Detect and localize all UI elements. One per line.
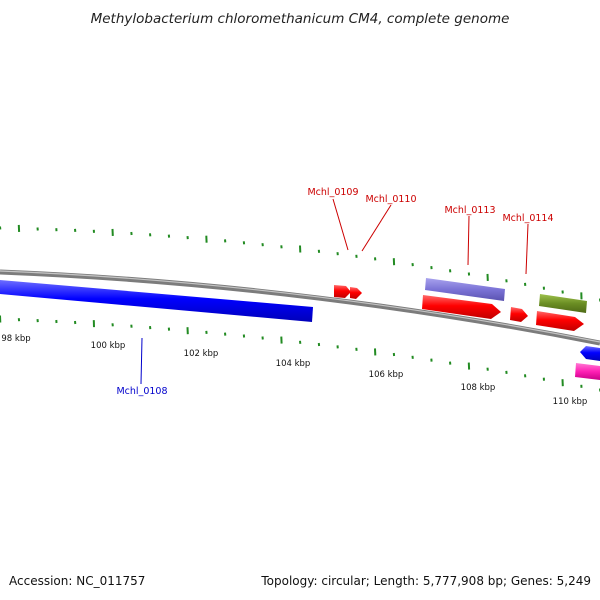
genome-backbone: [0, 269, 600, 346]
feature-magenta-partial[interactable]: [575, 363, 600, 380]
gene-label-mchl-0113[interactable]: Mchl_0113: [444, 205, 495, 216]
leader-mchl-0114: [525, 223, 529, 275]
genome-summary-text: Topology: circular; Length: 5,777,908 bp…: [260, 574, 591, 588]
gene-red-cds-large[interactable]: [422, 295, 501, 319]
scale-label-104kbp: 104 kbp: [276, 359, 311, 369]
accession-text: Accession: NC_011757: [9, 574, 145, 588]
gene-mchl-0110[interactable]: [350, 287, 362, 299]
leader-mchl-0109: [332, 198, 349, 251]
gene-label-mchl-0108[interactable]: Mchl_0108: [116, 386, 167, 397]
gene-mchl-0108[interactable]: [0, 280, 313, 322]
feature-olive[interactable]: [539, 294, 587, 313]
leader-mchl-0110: [361, 204, 392, 252]
gene-blue-partial[interactable]: [580, 346, 600, 361]
scale-label-106kbp: 106 kbp: [369, 370, 404, 380]
scale-label-110kbp: 110 kbp: [553, 397, 588, 407]
gene-mchl-0114[interactable]: [510, 307, 528, 322]
gene-label-mchl-0110[interactable]: Mchl_0110: [365, 194, 416, 205]
gene-red-cds-right[interactable]: [536, 311, 584, 331]
gene-mchl-0109[interactable]: [334, 285, 351, 298]
scale-label-98kbp: 98 kbp: [1, 334, 30, 344]
leader-mchl-0113: [467, 215, 470, 266]
gene-label-mchl-0109[interactable]: Mchl_0109: [307, 187, 358, 198]
scale-label-108kbp: 108 kbp: [461, 383, 496, 393]
scale-label-100kbp: 100 kbp: [91, 341, 126, 351]
scale-label-102kbp: 102 kbp: [184, 349, 219, 359]
leader-mchl-0108: [140, 337, 143, 385]
inner-scale-ticks: [0, 315, 600, 392]
map-title: Methylobacterium chloromethanicum CM4, c…: [91, 11, 510, 27]
gene-label-mchl-0114[interactable]: Mchl_0114: [502, 213, 553, 224]
feature-mchl-0113[interactable]: [425, 278, 505, 301]
outer-scale-ticks: [0, 224, 600, 302]
genome-backbone-highlight: [0, 270, 600, 343]
